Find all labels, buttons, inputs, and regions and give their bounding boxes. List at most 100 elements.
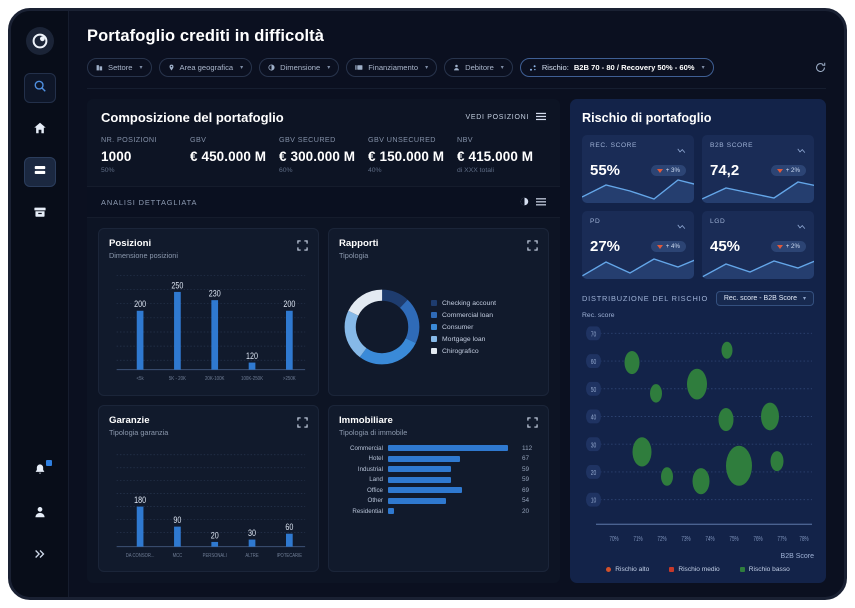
legend-swatch [431,348,437,355]
triangle-up-icon [656,244,663,249]
contrast-icon[interactable] [520,193,529,211]
svg-text:5K - 20K: 5K - 20K [169,376,187,383]
notification-badge [45,460,52,466]
svg-text:77%: 77% [777,536,787,543]
filter-chip-dimensione[interactable]: Dimensione ▾ [259,58,340,77]
logo-icon[interactable] [25,27,54,55]
score-label: B2B SCORE [710,142,754,149]
svg-text:100K-250K: 100K-250K [241,376,264,383]
kpi-sub: 40% [368,167,382,174]
hbar-value: 59 [522,476,530,483]
card-title: Garanzie [109,414,150,426]
svg-text:20K-100K: 20K-100K [205,376,225,383]
legend-label: Rischio basso [748,566,790,573]
expand-icon[interactable] [527,238,538,256]
sparkline-icon[interactable] [797,218,806,236]
legend-swatch [431,336,437,343]
risk-panel: Rischio di portafoglio REC. SCORE 55% [570,99,826,583]
sidebar-item-archive[interactable] [24,199,56,229]
legend-item-rischio-medio: Rischio medio [669,566,720,573]
expand-icon[interactable] [297,238,308,256]
expand-icon[interactable] [527,415,538,433]
delta-text: + 4% [665,243,680,250]
distribution-select[interactable]: Rec. score - B2B Score ▾ [715,291,814,306]
filter-chip-rischio[interactable]: Rischio: B2B 70 - 80 / Recovery 50% - 60… [519,58,714,77]
refresh-button[interactable] [815,62,826,73]
filter-chip-settore[interactable]: Settore ▾ [87,58,152,77]
card-garanzie: Garanzie Tipologia garanzia [98,404,319,572]
hbar-value: 67 [522,455,530,462]
view-positions-button[interactable]: VEDI POSIZIONI [466,112,546,123]
sidebar-item-expand[interactable] [24,541,56,571]
filter-bar: Settore ▾ Area geografica ▾ Dimensione ▾… [87,58,826,89]
filter-chip-area-geografica[interactable]: Area geografica ▾ [158,58,253,77]
sparkline-icon[interactable] [677,142,686,160]
svg-text:120: 120 [246,351,258,361]
kpi-nr-posizioni: NR. POSIZIONI 1000 50% [101,135,190,174]
score-card-b2b-score[interactable]: B2B SCORE 74,2 + 2% [702,135,814,203]
sidebar-item-home[interactable] [24,115,56,145]
sidebar-item-dashboard[interactable] [23,157,56,187]
score-value: 27% [590,238,621,255]
svg-text:76%: 76% [753,536,763,543]
kpi-sub: 60% [279,167,293,174]
legend-item: Consumer [431,324,496,331]
filter-chip-debitore[interactable]: Debitore ▾ [444,58,513,77]
kpi-label: NBV [457,135,473,144]
hbar-row: Industrial 59 [339,466,538,473]
legend-swatch [431,312,437,319]
hbar-value: 20 [522,507,530,515]
view-positions-label: VEDI POSIZIONI [465,114,529,121]
composition-title: Composizione del portafoglio [101,110,284,125]
sidebar-item-notifications[interactable] [24,457,56,487]
svg-text:230: 230 [209,289,221,299]
kpi-value: € 450.000 M [190,149,267,164]
filter-chip-finanziamento[interactable]: Finanziamento ▾ [346,58,438,77]
chevron-down-icon: ▾ [327,65,331,71]
kpi-gbv-secured: GBV SECURED € 300.000 M 60% [279,135,368,174]
bubble-chart-container: 70 60 50 40 30 20 10 [582,321,814,552]
filter-chip-label: Debitore [465,63,494,72]
score-card-pd[interactable]: PD 27% + 4% [582,211,694,279]
legend-label: Chirografico [442,347,479,355]
list-icon [536,112,546,123]
legend-label: Mortgage loan [442,335,486,343]
hbar-label: Industrial [357,465,383,473]
composition-panel: Composizione del portafoglio VEDI POSIZI… [87,99,560,583]
score-card-lgd[interactable]: LGD 45% + 2% [702,211,814,279]
svg-text:74%: 74% [705,536,715,543]
kpi-sub: di XXX totali [457,167,495,174]
risk-icon [529,64,537,72]
sparkline-icon[interactable] [677,218,686,236]
filter-chip-label: Dimensione [280,63,321,72]
card-posizioni: Posizioni Dimensione posizioni [98,228,319,396]
card-rapporti: Rapporti Tipologia [328,228,549,396]
chart-cards: Posizioni Dimensione posizioni [87,218,560,583]
score-value: 74,2 [710,162,740,179]
sparkline-icon[interactable] [797,142,806,160]
hbar-row: Residential 20 [339,508,538,515]
chevron-down-icon: ▾ [240,65,244,71]
expand-icon[interactable] [297,415,308,433]
triangle-up-icon [656,168,663,173]
legend-label: Checking account [442,299,497,307]
filter-chip-label: Finanziamento [368,63,419,72]
svg-text:200: 200 [283,300,295,310]
score-card-rec-score[interactable]: REC. SCORE 55% + 3% [582,135,694,203]
sidebar-item-search[interactable] [23,73,56,103]
hbar-label: Commercial [349,444,383,452]
sidebar-item-account[interactable] [24,499,56,529]
bubble-points [624,341,784,495]
chevron-down-icon: ▾ [425,65,429,71]
posizioni-bar-chart: 200 250 230 120 200 <5k 5K - 20K 20K-100K 10… [116,275,306,383]
dashboard-icon [33,163,47,182]
hbar-value: 59 [522,465,530,473]
legend-item: Checking account [431,300,496,307]
svg-text:200: 200 [134,300,146,310]
hbar-row: Land 59 [339,476,538,483]
legend-swatch [606,567,612,572]
list-icon[interactable] [536,193,546,211]
y-tick-pills: 70 60 50 40 30 20 10 [586,326,601,507]
filter-chip-label: Area geografica [179,63,234,72]
score-value: 45% [710,238,741,255]
